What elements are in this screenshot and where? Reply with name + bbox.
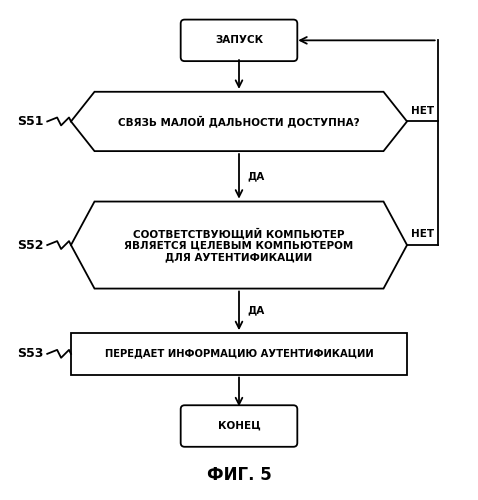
Polygon shape <box>71 202 407 288</box>
Text: S51: S51 <box>17 115 43 128</box>
FancyBboxPatch shape <box>181 20 297 61</box>
Text: НЕТ: НЕТ <box>411 106 434 116</box>
Text: НЕТ: НЕТ <box>411 229 434 239</box>
Text: КОНЕЦ: КОНЕЦ <box>217 421 261 431</box>
Text: ДА: ДА <box>247 306 264 316</box>
Text: СВЯЗЬ МАЛОЙ ДАЛЬНОСТИ ДОСТУПНА?: СВЯЗЬ МАЛОЙ ДАЛЬНОСТИ ДОСТУПНА? <box>118 116 360 128</box>
Text: ФИГ. 5: ФИГ. 5 <box>206 466 272 484</box>
Text: СООТВЕТСТВУЮЩИЙ КОМПЬЮТЕР
ЯВЛЯЕТСЯ ЦЕЛЕВЫМ КОМПЬЮТЕРОМ
ДЛЯ АУТЕНТИФИКАЦИИ: СООТВЕТСТВУЮЩИЙ КОМПЬЮТЕР ЯВЛЯЕТСЯ ЦЕЛЕВ… <box>124 228 354 262</box>
FancyBboxPatch shape <box>181 406 297 447</box>
Text: ПЕРЕДАЕТ ИНФОРМАЦИЮ АУТЕНТИФИКАЦИИ: ПЕРЕДАЕТ ИНФОРМАЦИЮ АУТЕНТИФИКАЦИИ <box>105 349 373 359</box>
Text: ДА: ДА <box>247 172 264 181</box>
Text: S53: S53 <box>17 348 43 360</box>
Text: S52: S52 <box>17 238 43 252</box>
Bar <box>71 333 407 374</box>
Text: ЗАПУСК: ЗАПУСК <box>215 36 263 46</box>
Polygon shape <box>71 92 407 151</box>
